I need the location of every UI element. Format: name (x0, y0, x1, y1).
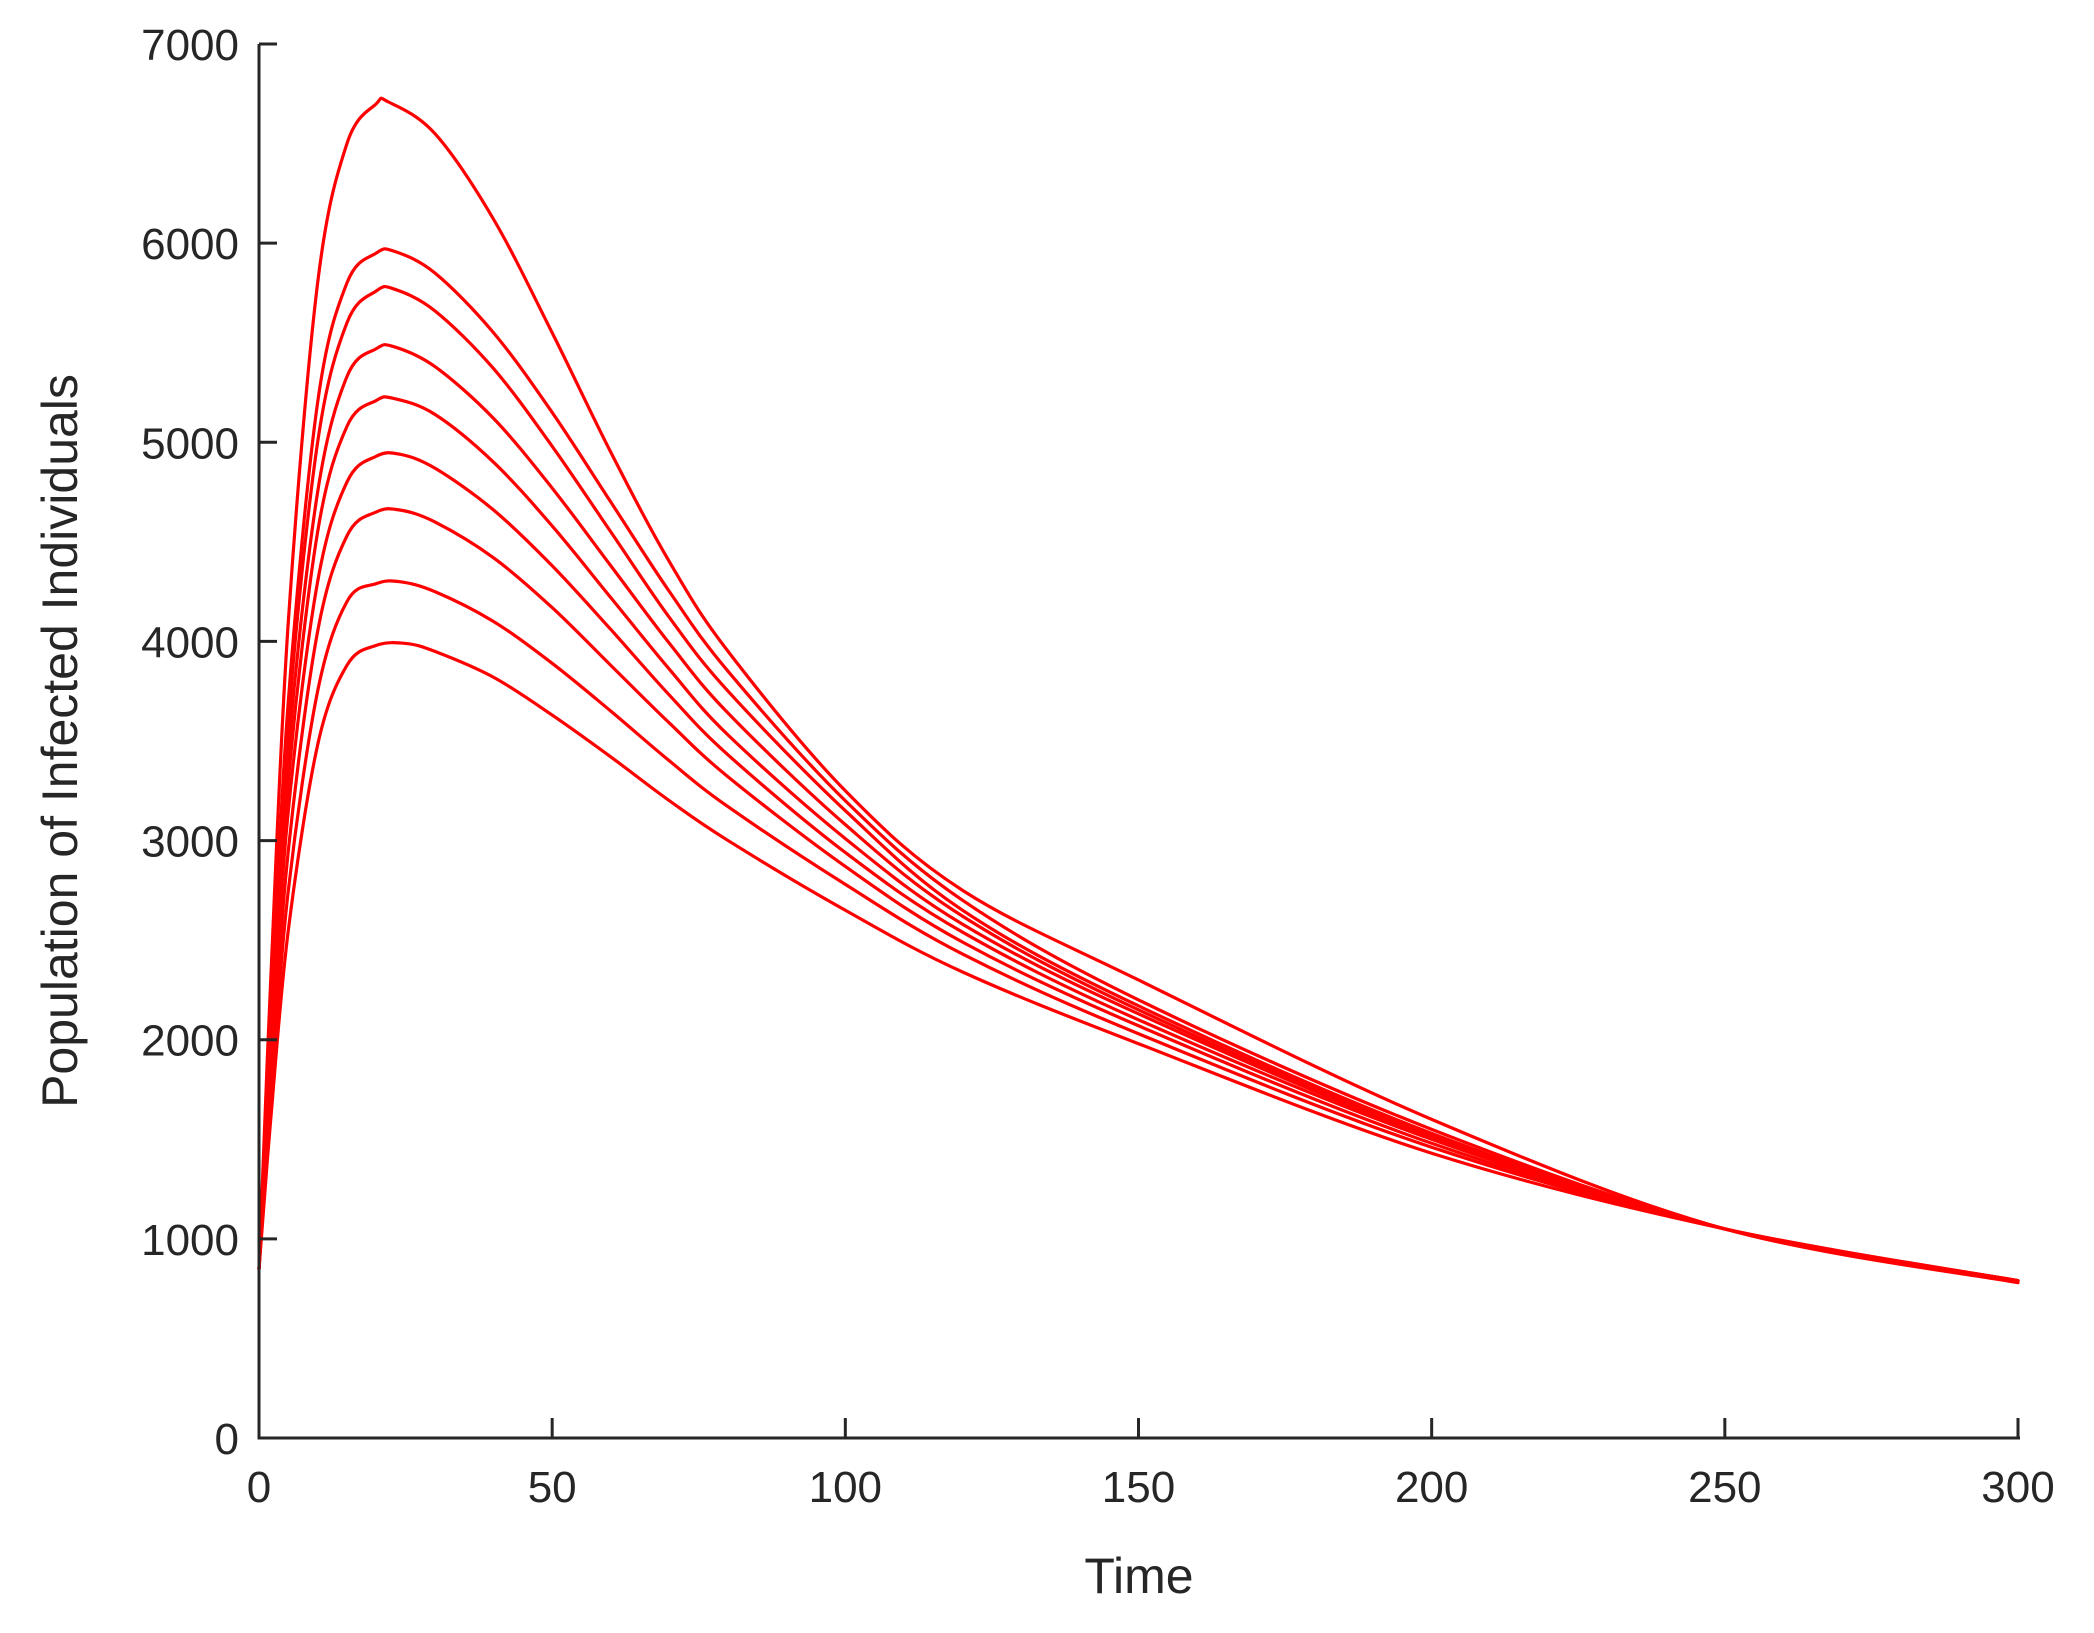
y-tick-label: 0 (215, 1415, 239, 1464)
series-line-8 (257, 579, 2020, 1283)
series-line-4 (257, 343, 2020, 1283)
x-tick-label: 100 (809, 1463, 882, 1512)
y-tick-label: 2000 (141, 1017, 239, 1066)
y-tick-label: 4000 (141, 618, 239, 667)
y-ticks: 0 1000 2000 3000 4000 5000 6000 7000 (141, 21, 277, 1464)
x-tick-label: 0 (247, 1463, 271, 1512)
series-line-2 (257, 247, 2020, 1283)
series-line-7 (257, 507, 2020, 1283)
x-tick-label: 50 (528, 1463, 577, 1512)
y-tick-label: 1000 (141, 1216, 239, 1265)
x-ticks: 0 50 100 150 200 250 300 (247, 1418, 2055, 1512)
y-tick-label: 7000 (141, 21, 239, 70)
y-tick-label: 5000 (141, 419, 239, 468)
series-layer (257, 96, 2020, 1285)
axes-layer (257, 44, 2020, 1440)
x-tick-label: 150 (1102, 1463, 1175, 1512)
series-line-9 (257, 641, 2020, 1283)
series-line-5 (257, 395, 2020, 1283)
y-tick-label: 6000 (141, 220, 239, 269)
x-tick-label: 250 (1688, 1463, 1761, 1512)
series-line-6 (257, 451, 2020, 1283)
y-axis-label: Population of Infected Individuals (32, 374, 88, 1108)
x-axis-label: Time (1084, 1548, 1193, 1604)
series-line-3 (257, 284, 2020, 1283)
x-tick-label: 200 (1395, 1463, 1468, 1512)
y-tick-label: 3000 (141, 818, 239, 867)
series-line-1 (257, 96, 2020, 1285)
x-tick-label: 300 (1981, 1463, 2054, 1512)
